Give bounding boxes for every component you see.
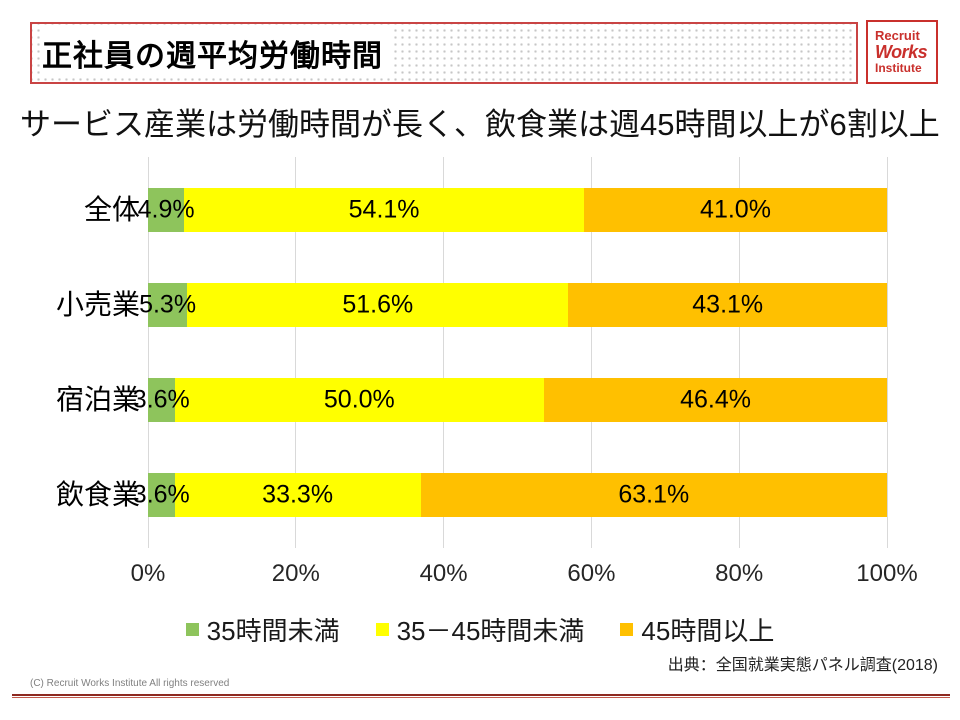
category-labels: 全体小売業宿泊業飲食業	[0, 157, 142, 548]
legend-label: 35－45時間未満	[396, 616, 585, 646]
bar-value-label: 41.0%	[700, 195, 771, 224]
slide-subtitle: サービス産業は労働時間が長く、飲食業は週45時間以上が6割以上	[20, 107, 940, 142]
legend-item: 35－45時間未満	[375, 611, 585, 648]
x-axis-tick-label: 0%	[130, 560, 166, 587]
bar-value-label: 4.9%	[137, 195, 195, 224]
gridline	[443, 157, 445, 548]
slide-title-box: 正社員の週平均労働時間	[30, 22, 858, 84]
x-axis-tick-label: 40%	[419, 560, 468, 587]
bar-segment: 3.6%	[133, 473, 190, 517]
bar-segment: 4.9%	[138, 188, 195, 232]
bar-value-label: 46.4%	[680, 385, 751, 414]
bar-value-label: 50.0%	[323, 385, 395, 414]
x-axis-tick-label: 60%	[567, 560, 616, 587]
bar-segment: 43.1%	[568, 283, 887, 327]
bar-segment: 41.0%	[584, 188, 887, 232]
bar-segment: 63.1%	[420, 473, 887, 517]
source-note: 出典：全国就業実態パネル調査(2018)	[667, 657, 938, 674]
bar-row: 3.6% 50.0% 46.4%	[133, 378, 887, 422]
bar-value-label: 3.6%	[132, 385, 190, 414]
x-axis-tick-label: 100%	[856, 560, 918, 587]
bar-segment: 54.1%	[184, 188, 584, 232]
plot-area: 4.9% 54.1% 41.0% 5.3% 51.6% 43.1% 3.6% 50.0% 46.…	[133, 157, 888, 548]
bar-value-label: 5.3%	[139, 290, 197, 319]
gridline	[590, 157, 592, 548]
x-axis-tick-label: 80%	[715, 560, 764, 587]
category-label: 全体	[83, 194, 140, 225]
bar-segment: 3.6%	[133, 378, 190, 422]
legend-marker	[375, 623, 389, 636]
chart-legend: 35時間未満 35－45時間未満 45時間以上	[0, 611, 960, 648]
copyright-text: (C) Recruit Works Institute All rights r…	[30, 678, 230, 689]
bar-value-label: 54.1%	[348, 195, 420, 224]
bar-value-label: 63.1%	[618, 480, 690, 509]
bar-row: 4.9% 54.1% 41.0%	[138, 188, 887, 232]
bar-value-label: 51.6%	[342, 290, 414, 319]
bar-segment: 51.6%	[187, 283, 569, 327]
footer-rule-top	[12, 694, 950, 696]
category-label: 飲食業	[55, 479, 140, 510]
legend-item: 45時間以上	[620, 611, 774, 648]
gridline	[295, 157, 297, 548]
category-label: 宿泊業	[55, 384, 140, 415]
recruit-works-logo: Recruit Works Institute	[866, 20, 938, 84]
bar-row: 3.6% 33.3% 63.1%	[133, 473, 887, 517]
legend-label: 35時間未満	[206, 616, 340, 646]
gridline	[147, 157, 149, 548]
bar-value-label: 3.6%	[132, 480, 190, 509]
bar-segment: 5.3%	[139, 283, 196, 327]
x-axis: 0% 20% 40% 60% 80% 100%	[131, 560, 918, 590]
bar-segment: 50.0%	[174, 378, 545, 422]
legend-item: 35時間未満	[185, 611, 340, 648]
bar-value-label: 43.1%	[692, 290, 764, 319]
category-label: 小売業	[55, 289, 140, 320]
x-axis-tick-label: 20%	[271, 560, 320, 587]
gridline	[738, 157, 740, 548]
bar-segment: 46.4%	[544, 378, 887, 422]
bar-segment: 33.3%	[174, 473, 421, 517]
footer-rule-bottom	[12, 697, 950, 698]
logo-line-institute: Institute	[875, 60, 922, 75]
bar-row: 5.3% 51.6% 43.1%	[139, 283, 887, 327]
legend-marker	[185, 623, 199, 636]
logo-line-works: Works	[875, 41, 928, 62]
logo-line-recruit: Recruit	[875, 28, 920, 43]
slide-title: 正社員の週平均労働時間	[40, 28, 393, 78]
legend-label: 45時間以上	[641, 616, 775, 646]
gridline	[886, 157, 888, 548]
legend-marker	[620, 623, 634, 636]
bar-value-label: 33.3%	[262, 480, 334, 509]
